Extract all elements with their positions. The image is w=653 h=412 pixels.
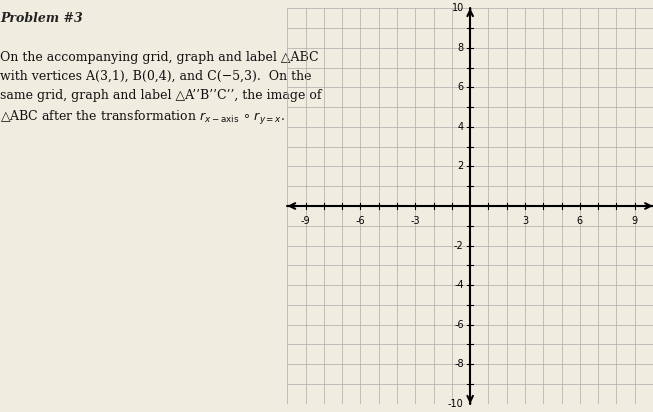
Text: On the accompanying grid, graph and label △ABC
with vertices A(3,1), B(0,4), and: On the accompanying grid, graph and labe…: [0, 51, 321, 127]
Text: 9: 9: [631, 216, 638, 226]
Text: -2: -2: [454, 241, 464, 250]
Text: -6: -6: [356, 216, 365, 226]
Text: 6: 6: [577, 216, 583, 226]
Text: Problem #3: Problem #3: [0, 12, 83, 26]
Text: 4: 4: [458, 122, 464, 132]
Text: -3: -3: [411, 216, 420, 226]
Text: -4: -4: [454, 280, 464, 290]
Text: -9: -9: [301, 216, 310, 226]
Text: 10: 10: [451, 3, 464, 13]
Text: 2: 2: [458, 162, 464, 171]
Text: 3: 3: [522, 216, 528, 226]
Text: -8: -8: [454, 359, 464, 369]
Text: -6: -6: [454, 320, 464, 330]
Text: 6: 6: [458, 82, 464, 92]
Text: 8: 8: [458, 43, 464, 53]
Text: -10: -10: [448, 399, 464, 409]
